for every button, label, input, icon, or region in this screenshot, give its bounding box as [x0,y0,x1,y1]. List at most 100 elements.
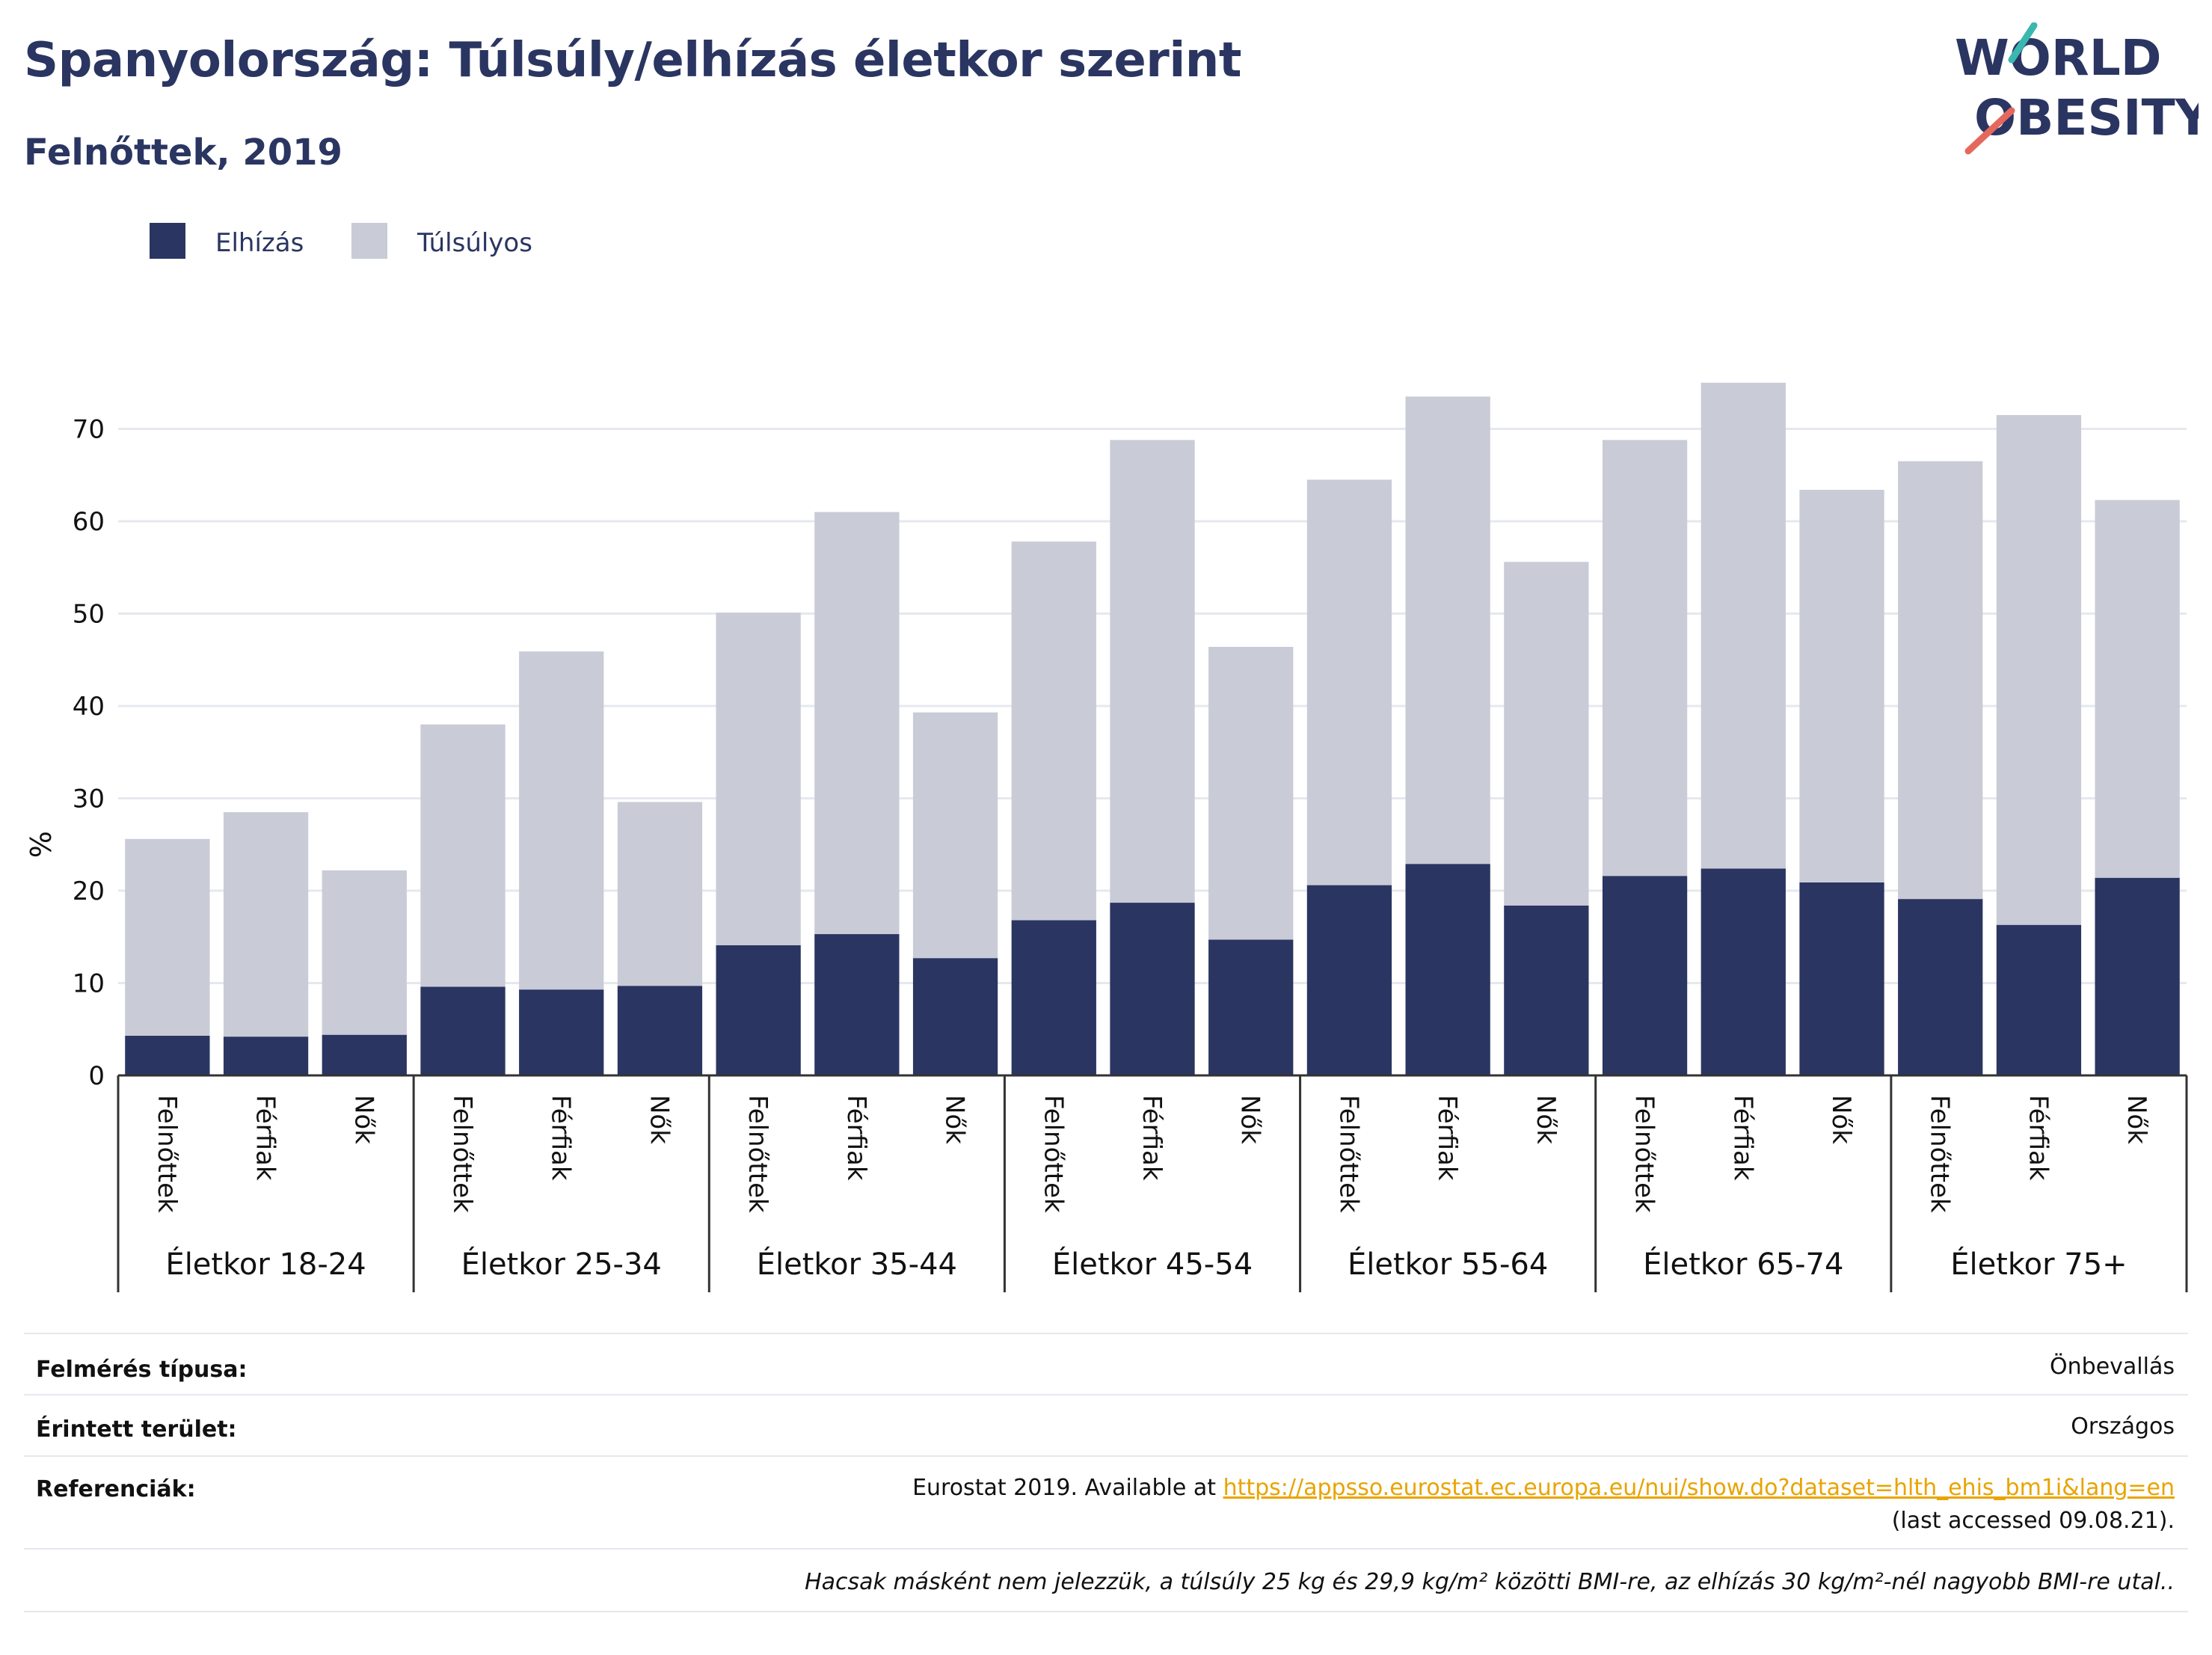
stacked-bar-chart: Elhízás Túlsúlyos 0 10 20 30 40 50 60 70% Felnőtt… [25,223,2188,1292]
y-axis-label: % [25,831,58,858]
bar-overweight [519,651,604,990]
x-category-label: Nők [1826,1095,1856,1144]
y-tick-label: 50 [73,600,105,630]
references-label: Referenciák: [36,1476,196,1502]
bar-obese [2095,877,2180,1075]
bar-obese [1405,864,1490,1075]
x-category-label: Férfiak [841,1095,871,1181]
legend-swatch-obese [150,223,185,259]
x-category-label: Felnőttek [1925,1095,1955,1213]
x-group-label: Életkor 55-64 [1348,1246,1548,1282]
bar-obese [519,989,604,1075]
bar-obese [1898,899,1983,1075]
bar-overweight [1799,490,1884,882]
bar-obese [1701,868,1786,1075]
x-category-label: Nők [940,1095,970,1144]
logo-line1: WORLD [1955,29,2162,87]
references-suffix: (last accessed 09.08.21). [1891,1508,2175,1534]
y-tick-label: 60 [73,507,105,537]
bar-overweight [1996,414,2082,925]
y-tick-label: 30 [73,784,105,814]
y-tick-label: 40 [73,692,105,722]
bar-overweight [1701,382,1786,869]
y-tick-label: 0 [88,1061,105,1091]
x-group-label: Életkor 18-24 [165,1246,366,1282]
bar-obese [617,986,703,1075]
bar-overweight [1602,440,1688,876]
references-prefix: Eurostat 2019. Available at [912,1475,1223,1501]
survey-type-label: Felmérés típusa: [36,1357,248,1383]
x-category-label: Felnőttek [447,1095,477,1213]
info-bottom-rule [24,1611,2188,1614]
world-obesity-logo: WORLD OBESITY [1955,22,2199,155]
bar-overweight [617,802,703,986]
info-table: Felmérés típusa: Önbevallás Érintett ter… [24,1333,2188,1647]
bar-obese [125,1035,210,1075]
logo-line2: OBESITY [1974,89,2199,147]
x-category-label: Férfiak [546,1095,576,1181]
logo-slash-red [1964,107,2015,155]
bar-overweight [420,724,506,987]
chart-axes: 0 10 20 30 40 50 60 70% Felnőttek Férfiak Nők Felnő… [25,415,2188,1292]
x-category-label: Nők [1531,1095,1561,1144]
bar-overweight [1898,461,1983,900]
y-tick-label: 20 [73,876,105,906]
x-category-label: Férfiak [251,1095,280,1181]
legend-label-overweight: Túlsúlyos [417,228,532,258]
definition-note: Hacsak másként nem jelezzük, a túlsúly 2… [805,1569,2175,1595]
bar-obese [1011,920,1096,1075]
bar-overweight [223,812,309,1037]
bar-overweight [1405,396,1490,865]
bar-obese [420,986,506,1075]
bar-overweight [125,838,210,1036]
info-row-survey-type: Felmérés típusa: Önbevallás [24,1333,2188,1394]
bar-obese [1306,885,1392,1075]
bar-obese [322,1034,407,1075]
bar-overweight [1208,646,1294,940]
bar-overweight [322,870,407,1035]
bar-overweight [1306,479,1392,885]
x-group-label: Életkor 35-44 [757,1246,957,1282]
logo-slash-teal [2008,22,2038,64]
x-category-label: Felnőttek [743,1095,772,1213]
references-link[interactable]: https://appsso.eurostat.ec.europa.eu/nui… [1223,1475,2175,1501]
bar-overweight [814,512,900,935]
bar-obese [1799,882,1884,1075]
page-title: Spanyolország: Túlsúly/elhízás életkor s… [24,33,1241,88]
legend-label-obese: Elhízás [215,228,304,258]
references-value: Eurostat 2019. Available at https://apps… [903,1472,2175,1538]
bar-overweight [912,712,998,959]
bar-obese [1110,903,1195,1075]
x-category-label: Férfiak [2023,1095,2053,1181]
bar-obese [716,945,801,1075]
x-category-label: Nők [644,1095,674,1144]
info-row-note: Hacsak másként nem jelezzük, a túlsúly 2… [24,1548,2188,1612]
x-category-label: Felnőttek [1333,1095,1363,1213]
bar-obese [1602,876,1688,1075]
area-value: Országos [2071,1413,2175,1440]
x-group-label: Életkor 25-34 [461,1246,662,1282]
bar-overweight [1011,541,1096,921]
bar-overweight [1504,562,1589,906]
x-category-label: Nők [1235,1095,1265,1144]
x-group-label: Életkor 45-54 [1052,1246,1253,1282]
bar-obese [1208,939,1294,1075]
legend-swatch-overweight [351,223,387,259]
bar-obese [912,958,998,1075]
bar-overweight [716,612,801,945]
x-category-label: Felnőttek [1629,1095,1659,1213]
bar-obese [1996,924,2082,1075]
x-category-label: Felnőttek [1038,1095,1068,1213]
y-tick-label: 10 [73,969,105,999]
x-category-label: Nők [348,1095,378,1144]
bar-obese [223,1037,309,1075]
bar-obese [1504,905,1589,1075]
x-category-label: Férfiak [1727,1095,1757,1181]
x-group-label: Életkor 65-74 [1643,1246,1843,1282]
survey-type-value: Önbevallás [2050,1354,2175,1380]
y-tick-label: 70 [73,415,105,445]
page-subtitle: Felnőttek, 2019 [24,132,342,174]
x-category-label: Nők [2122,1095,2151,1144]
bar-overweight [2095,500,2180,878]
x-category-label: Felnőttek [152,1095,182,1213]
